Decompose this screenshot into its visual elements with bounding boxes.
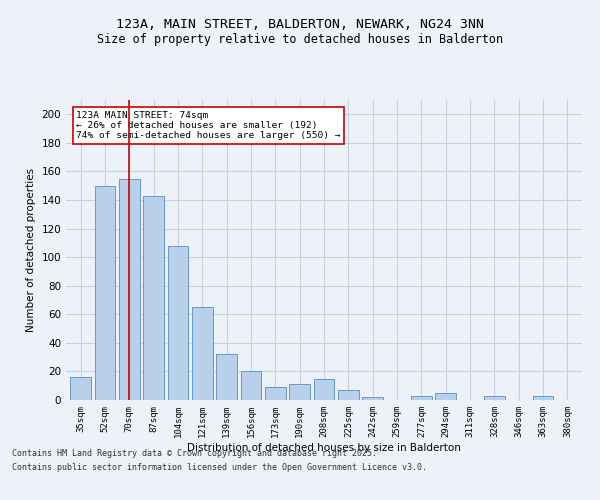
Bar — [484, 396, 505, 400]
Bar — [411, 396, 432, 400]
Bar — [216, 354, 237, 400]
Text: Size of property relative to detached houses in Balderton: Size of property relative to detached ho… — [97, 32, 503, 46]
Y-axis label: Number of detached properties: Number of detached properties — [26, 168, 36, 332]
Bar — [265, 387, 286, 400]
Bar — [70, 377, 91, 400]
Text: Contains HM Land Registry data © Crown copyright and database right 2025.: Contains HM Land Registry data © Crown c… — [12, 448, 377, 458]
Bar — [119, 178, 140, 400]
Text: 123A MAIN STREET: 74sqm
← 26% of detached houses are smaller (192)
74% of semi-d: 123A MAIN STREET: 74sqm ← 26% of detache… — [76, 110, 341, 140]
Bar — [192, 307, 212, 400]
Bar — [95, 186, 115, 400]
Bar — [314, 378, 334, 400]
X-axis label: Distribution of detached houses by size in Balderton: Distribution of detached houses by size … — [187, 442, 461, 452]
Bar — [436, 393, 456, 400]
Bar — [143, 196, 164, 400]
Bar — [289, 384, 310, 400]
Bar — [241, 372, 262, 400]
Bar — [533, 396, 553, 400]
Bar — [338, 390, 359, 400]
Bar — [362, 397, 383, 400]
Text: Contains public sector information licensed under the Open Government Licence v3: Contains public sector information licen… — [12, 464, 427, 472]
Bar — [167, 246, 188, 400]
Text: 123A, MAIN STREET, BALDERTON, NEWARK, NG24 3NN: 123A, MAIN STREET, BALDERTON, NEWARK, NG… — [116, 18, 484, 30]
